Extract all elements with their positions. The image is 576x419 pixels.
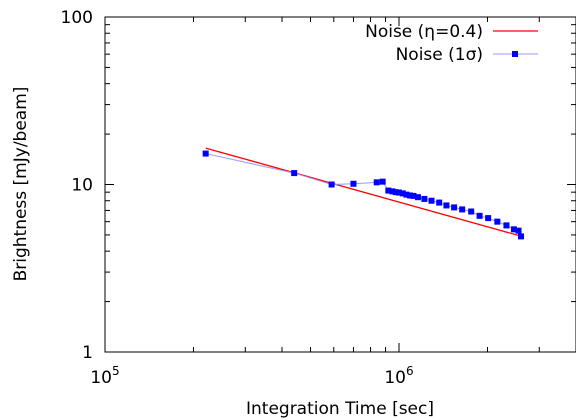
x-tick-exponent: 5 (112, 364, 120, 378)
legend-swatch-marker (512, 51, 518, 57)
data-point (406, 192, 413, 199)
y-tick-label: 100 (61, 8, 93, 28)
x-axis-title: Integration Time [sec] (246, 399, 434, 419)
legend: Noise (η=0.4) Noise (1σ) (365, 22, 538, 65)
data-point (328, 181, 335, 188)
data-point (510, 226, 517, 233)
x-tick-label: 105 (90, 364, 119, 388)
data-point (428, 197, 435, 204)
data-point (515, 227, 522, 234)
y-axis-title: Brightness [mJy/beam] (11, 87, 31, 282)
data-point (494, 218, 501, 225)
series-line-0 (205, 147, 523, 238)
data-point (421, 195, 428, 202)
data-point (403, 191, 410, 198)
data-point (468, 208, 475, 215)
data-point (476, 212, 483, 219)
x-tick-exponent: 6 (406, 364, 414, 378)
x-tick-label: 106 (384, 364, 413, 388)
data-point (414, 194, 421, 201)
y-tick-label: 1 (82, 343, 93, 363)
data-point (291, 170, 298, 177)
data-point (202, 150, 209, 157)
data-point (517, 233, 524, 240)
legend-label: Noise (1σ) (396, 45, 483, 65)
series-line-1 (205, 153, 522, 237)
data-point (436, 199, 443, 206)
data-point (395, 189, 402, 196)
data-point (451, 204, 458, 211)
data-point (485, 215, 492, 222)
data-point (389, 188, 396, 195)
y-tick-label: 10 (71, 176, 93, 196)
data-point (350, 180, 357, 187)
data-point (373, 179, 380, 186)
data-point (503, 222, 510, 229)
data-point (443, 202, 450, 209)
x-tick-base: 10 (90, 368, 112, 388)
data-point (399, 190, 406, 197)
data-point (379, 178, 386, 185)
data-point (410, 192, 417, 199)
legend-label: Noise (η=0.4) (365, 22, 483, 42)
x-tick-base: 10 (384, 368, 406, 388)
plot-frame (104, 16, 576, 353)
series-layer (202, 147, 524, 240)
data-point (459, 206, 466, 213)
data-point (385, 187, 392, 194)
data-point (392, 189, 399, 196)
